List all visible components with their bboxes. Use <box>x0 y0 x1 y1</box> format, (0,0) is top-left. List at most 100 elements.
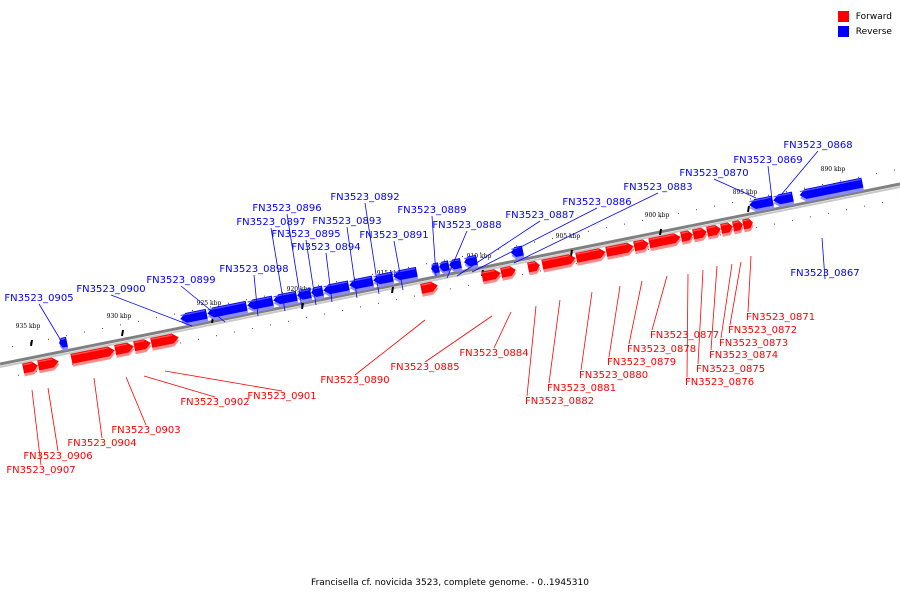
leader-line <box>31 389 42 466</box>
gene-label[interactable]: FN3523_0897 <box>236 217 305 228</box>
gene-arrow[interactable] <box>420 281 439 297</box>
gene-label[interactable]: FN3523_0886 <box>562 197 631 208</box>
gene-arrow[interactable] <box>541 253 577 273</box>
gene-label[interactable]: FN3523_0872 <box>728 325 797 336</box>
gene-arrow[interactable] <box>133 338 152 355</box>
gene-arrow[interactable] <box>732 220 744 235</box>
gene-arrow-highlight <box>542 255 570 262</box>
gene-label[interactable]: FN3523_0873 <box>719 338 788 349</box>
gene-label[interactable]: FN3523_0895 <box>271 229 340 240</box>
scale-tick-label: 910 kbp <box>467 253 492 260</box>
leader-line <box>456 220 541 277</box>
gene-label[interactable]: FN3523_0894 <box>291 242 360 253</box>
gene-label[interactable]: FN3523_0877 <box>650 330 719 341</box>
gene-arrow-body <box>247 295 274 310</box>
gene-label[interactable]: FN3523_0885 <box>390 362 459 373</box>
gene-label[interactable]: FN3523_0889 <box>397 205 466 216</box>
gene-arrow[interactable] <box>799 177 864 203</box>
gene-label[interactable]: FN3523_0893 <box>312 216 381 227</box>
gene-label[interactable]: FN3523_0892 <box>330 192 399 203</box>
gene-arrow[interactable] <box>70 345 116 367</box>
gene-label[interactable]: FN3523_0888 <box>432 220 501 231</box>
gene-label[interactable]: FN3523_0874 <box>709 350 778 361</box>
gene-arrow[interactable] <box>179 308 209 327</box>
gene-label[interactable]: FN3523_0891 <box>359 230 428 241</box>
gene-arrow[interactable] <box>500 265 517 281</box>
legend-item-reverse: Reverse <box>837 24 892 39</box>
gene-label[interactable]: FN3523_0890 <box>320 375 389 386</box>
gene-label[interactable]: FN3523_0867 <box>790 268 859 279</box>
scale-tick-label: 935 kbp <box>16 323 41 330</box>
gene-arrow[interactable] <box>527 260 541 276</box>
legend-reverse-label: Reverse <box>855 26 892 37</box>
gene-arrow[interactable] <box>481 268 502 285</box>
gene-arrow-body <box>749 195 774 209</box>
gene-label[interactable]: FN3523_0904 <box>67 438 136 449</box>
gene-arrow[interactable] <box>438 260 451 275</box>
gene-arrow[interactable] <box>296 288 313 303</box>
gene-arrow-highlight <box>38 358 53 363</box>
gene-label[interactable]: FN3523_0878 <box>627 344 696 355</box>
gene-arrow[interactable] <box>114 341 135 358</box>
gene-label[interactable]: FN3523_0876 <box>685 377 754 388</box>
gene-label[interactable]: FN3523_0881 <box>547 383 616 394</box>
gene-label[interactable]: FN3523_0869 <box>733 155 802 166</box>
gene-label[interactable]: FN3523_0870 <box>679 168 748 179</box>
gene-label[interactable]: FN3523_0896 <box>252 203 321 214</box>
gene-arrow[interactable] <box>748 195 775 213</box>
gene-arrow[interactable] <box>150 332 180 351</box>
gene-arrow[interactable] <box>720 222 734 237</box>
gene-arrow[interactable] <box>772 191 795 209</box>
gene-arrow[interactable] <box>246 295 275 314</box>
gene-arrow[interactable] <box>310 285 325 301</box>
gene-label[interactable]: FN3523_0884 <box>459 348 528 359</box>
gene-arrow[interactable] <box>372 271 395 289</box>
gene-arrow[interactable] <box>742 218 754 233</box>
gene-label[interactable]: FN3523_0880 <box>579 370 648 381</box>
gene-arrow[interactable] <box>633 238 650 255</box>
gene-label[interactable]: FN3523_0905 <box>4 293 73 304</box>
gene-label[interactable]: FN3523_0887 <box>505 210 574 221</box>
gene-label[interactable]: FN3523_0871 <box>746 312 815 323</box>
scale-tick-mark <box>301 302 304 310</box>
gene-label[interactable]: FN3523_0903 <box>111 425 180 436</box>
gene-arrow[interactable] <box>322 280 351 298</box>
gene-label[interactable]: FN3523_0902 <box>180 397 249 408</box>
gene-label[interactable]: FN3523_0898 <box>219 264 288 275</box>
gene-label[interactable]: FN3523_0901 <box>247 391 316 402</box>
gene-arrow-body <box>373 271 394 285</box>
gene-arrow[interactable] <box>272 290 299 308</box>
gene-label[interactable]: FN3523_0883 <box>623 182 692 193</box>
gene-label[interactable]: FN3523_0882 <box>525 396 594 407</box>
gene-label[interactable]: FN3523_0899 <box>146 275 215 286</box>
gene-label[interactable]: FN3523_0875 <box>696 364 765 375</box>
gene-arrow[interactable] <box>648 232 682 252</box>
gene-arrow[interactable] <box>37 356 60 374</box>
gene-arrow-highlight <box>393 267 416 274</box>
leader-line <box>821 237 826 280</box>
gene-arrow-highlight <box>180 309 206 317</box>
gene-arrow-body <box>541 254 576 270</box>
scale-tick-label: 900 kbp <box>645 212 670 219</box>
gene-label[interactable]: FN3523_0868 <box>783 140 852 151</box>
scale-tick-label: 930 kbp <box>107 313 132 320</box>
gene-arrow-body <box>605 242 634 257</box>
gene-arrow[interactable] <box>706 224 722 240</box>
gene-label[interactable]: FN3523_0900 <box>76 284 145 295</box>
gene-arrow-highlight <box>743 219 749 222</box>
gene-arrow[interactable] <box>692 227 708 243</box>
leader-line <box>38 303 64 345</box>
gene-label[interactable]: FN3523_0907 <box>6 465 75 476</box>
gene-label[interactable]: FN3523_0879 <box>607 357 676 368</box>
gene-arrow[interactable] <box>575 247 607 266</box>
gene-arrow[interactable] <box>605 241 635 260</box>
gene-arrow[interactable] <box>510 245 525 261</box>
leader-line <box>354 319 426 376</box>
gene-arrow[interactable] <box>430 262 441 277</box>
gene-label[interactable]: FN3523_0906 <box>23 451 92 462</box>
gene-arrow[interactable] <box>680 230 694 245</box>
leader-line <box>729 261 742 326</box>
gene-arrow[interactable] <box>22 361 39 377</box>
gene-arrow[interactable] <box>463 254 479 270</box>
